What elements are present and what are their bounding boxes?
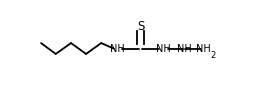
Text: S: S: [137, 20, 144, 33]
Text: NH: NH: [196, 43, 211, 54]
Text: NH: NH: [110, 43, 125, 54]
Text: NH: NH: [177, 43, 192, 54]
Text: 2: 2: [211, 51, 216, 60]
Text: NH: NH: [156, 43, 171, 54]
